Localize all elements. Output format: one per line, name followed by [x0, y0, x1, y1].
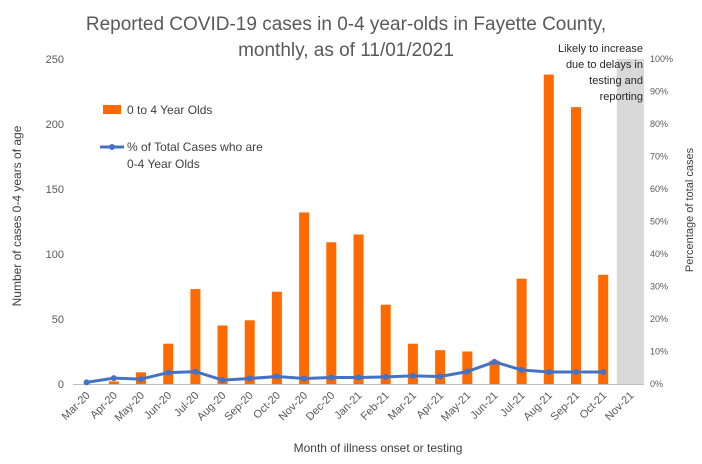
percent-point-May-21 — [464, 368, 471, 375]
x-axis-ticks: Mar-20Apr-20May-20Jun-20Jul-20Aug-20Sep-… — [60, 390, 637, 424]
annotation-line-2: due to delays in — [566, 59, 643, 71]
percent-point-Jan-21 — [355, 374, 362, 381]
percent-point-Mar-21 — [409, 372, 416, 379]
y2-tick-label: 70% — [650, 152, 668, 162]
annotation-line-4: reporting — [600, 91, 643, 103]
x-tick-label-Feb-21: Feb-21 — [359, 390, 392, 423]
y2-tick-label: 100% — [650, 54, 673, 64]
chart-title-line-2: monthly, as of 11/01/2021 — [238, 40, 454, 61]
annotation-line-3: testing and — [589, 75, 643, 87]
y-axis-ticks: 0 50 100 150 200 250 — [46, 54, 64, 391]
x-tick-label-Jan-21: Jan-21 — [332, 390, 364, 422]
bar-Jan-21 — [353, 234, 364, 384]
x-axis-title: Month of illness onset or testing — [294, 441, 463, 455]
bar-Sep-20 — [244, 320, 255, 384]
shaded-region — [616, 59, 644, 384]
x-tick-label-Sep-20: Sep-20 — [222, 390, 256, 424]
y-tick-label: 50 — [52, 314, 64, 326]
y2-tick-label: 10% — [650, 347, 668, 357]
percent-point-Sep-21 — [573, 369, 579, 375]
chart-title-line-1: Reported COVID-19 cases in 0-4 year-olds… — [86, 14, 606, 35]
y2-tick-label: 80% — [650, 119, 668, 129]
y2-axis-title: Percentage of total cases — [684, 147, 696, 272]
y2-tick-label: 60% — [650, 184, 668, 194]
bar-Dec-20 — [326, 242, 337, 384]
legend: 0 to 4 Year Olds % of Total Cases who ar… — [100, 103, 263, 171]
y-tick-label: 0 — [58, 379, 64, 391]
x-tick-label-Nov-20: Nov-20 — [277, 390, 311, 424]
percent-point-Feb-21 — [382, 373, 389, 380]
percent-markers — [83, 358, 607, 386]
percent-point-Jul-20 — [192, 368, 199, 375]
y2-tick-label: 20% — [650, 314, 668, 324]
y2-tick-label: 0% — [650, 379, 663, 389]
bar-Aug-21 — [543, 74, 554, 384]
bar-Jun-20 — [163, 343, 174, 384]
x-tick-label-Dec-20: Dec-20 — [304, 390, 338, 424]
percent-point-Jun-20 — [165, 369, 172, 376]
y2-tick-label: 30% — [650, 282, 668, 292]
legend-bar-swatch — [103, 105, 121, 114]
percent-point-Oct-20 — [273, 373, 280, 380]
y-tick-label: 150 — [46, 184, 64, 196]
bar-Oct-20 — [271, 291, 282, 384]
y2-tick-label: 50% — [650, 217, 668, 227]
percent-point-Aug-21 — [545, 369, 552, 375]
percent-point-Apr-21 — [437, 373, 444, 380]
bar-Feb-21 — [380, 304, 391, 384]
bar-Aug-20 — [217, 325, 228, 384]
percent-point-Aug-20 — [219, 377, 226, 384]
legend-line-marker — [109, 144, 115, 150]
legend-bar-label: 0 to 4 Year Olds — [127, 103, 212, 117]
percent-point-Apr-20 — [110, 375, 117, 382]
bar-Sep-21 — [571, 107, 581, 384]
x-tick-label-Jun-20: Jun-20 — [142, 390, 174, 422]
bar-Mar-21 — [407, 343, 418, 384]
y2-tick-label: 40% — [650, 249, 668, 259]
x-tick-label-May-21: May-21 — [439, 390, 473, 424]
bar-Jul-21 — [516, 278, 527, 384]
x-tick-label-Jun-21: Jun-21 — [468, 390, 500, 422]
y-tick-label: 250 — [46, 54, 64, 66]
legend-line-label-2: 0-4 Year Olds — [127, 157, 200, 171]
percent-point-Dec-20 — [328, 374, 335, 381]
percent-point-Nov-20 — [301, 375, 308, 382]
bar-Oct-21 — [598, 274, 609, 384]
y-axis-title: Number of cases 0-4 years of age — [10, 125, 24, 306]
bar-Jul-20 — [190, 289, 201, 384]
y2-tick-label: 90% — [650, 87, 668, 97]
percent-point-Oct-21 — [600, 369, 607, 375]
bar-May-21 — [462, 351, 473, 384]
delay-annotation: Likely to increase due to delays in test… — [558, 43, 643, 103]
y2-axis-ticks: 0% 10% 20% 30% 40% 50% 60% 70% 80% 90% 100% — [650, 54, 673, 389]
x-tick-label-Aug-20: Aug-20 — [195, 390, 229, 424]
x-tick-label-May-20: May-20 — [113, 390, 147, 424]
y-tick-label: 100 — [46, 249, 64, 261]
percent-point-Sep-20 — [246, 375, 253, 382]
percent-line — [86, 360, 604, 384]
bar-Apr-20 — [108, 381, 119, 384]
bar-Nov-20 — [299, 212, 310, 384]
percent-point-May-20 — [138, 376, 144, 383]
x-tick-label-Sep-21: Sep-21 — [549, 390, 583, 424]
x-tick-label-Mar-20: Mar-20 — [60, 390, 93, 423]
x-tick-label-Nov-21: Nov-21 — [603, 390, 637, 424]
percent-point-Jul-21 — [518, 367, 525, 373]
annotation-line-1: Likely to increase — [558, 43, 643, 55]
bar-Jun-21 — [489, 360, 500, 384]
bar-series — [108, 74, 609, 384]
bar-Apr-21 — [435, 350, 446, 384]
percent-point-Mar-20 — [83, 379, 90, 386]
percent-point-Jun-21 — [491, 358, 498, 365]
x-tick-label-Aug-21: Aug-21 — [521, 390, 555, 424]
legend-line-label-1: % of Total Cases who are — [127, 140, 263, 154]
y-tick-label: 200 — [46, 119, 64, 131]
x-tick-label-Mar-21: Mar-21 — [386, 390, 419, 423]
